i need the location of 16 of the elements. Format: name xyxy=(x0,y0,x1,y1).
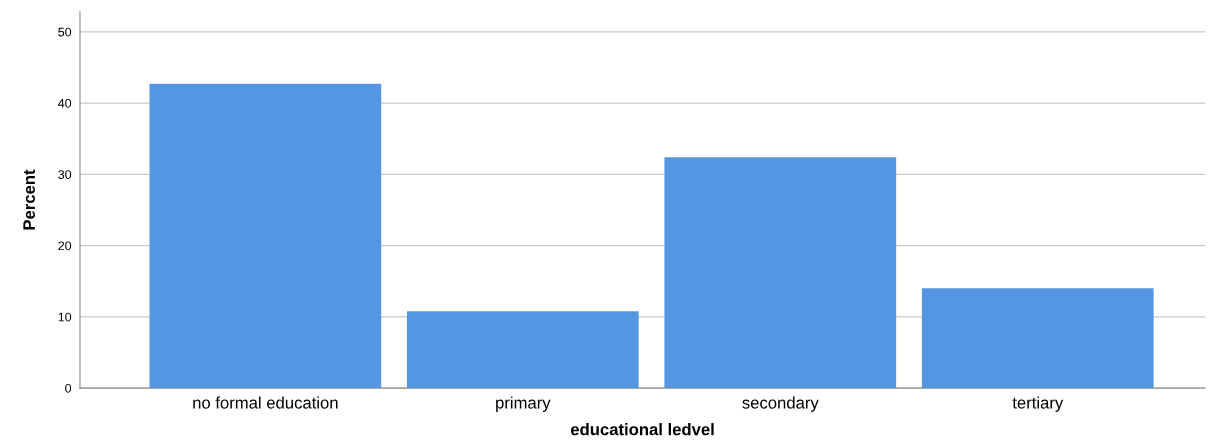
x-tick-label: secondary xyxy=(742,396,819,412)
x-axis-title: educational ledvel xyxy=(570,423,714,436)
bar xyxy=(406,311,639,389)
bar xyxy=(921,288,1154,389)
y-tick-label: 0 xyxy=(65,383,72,393)
y-axis-title: Percent xyxy=(23,169,35,230)
y-tick-label: 10 xyxy=(58,312,72,322)
y-tick-label: 20 xyxy=(58,241,72,251)
x-tick-label: no formal education xyxy=(193,396,338,409)
bar xyxy=(664,157,897,389)
y-tick-label: 50 xyxy=(58,27,72,37)
y-tick-label: 40 xyxy=(58,98,72,108)
x-tick-label: primary xyxy=(496,396,551,412)
x-tick-label: tertiary xyxy=(1012,396,1064,412)
y-tick-label: 30 xyxy=(58,170,72,179)
bar xyxy=(149,83,382,389)
